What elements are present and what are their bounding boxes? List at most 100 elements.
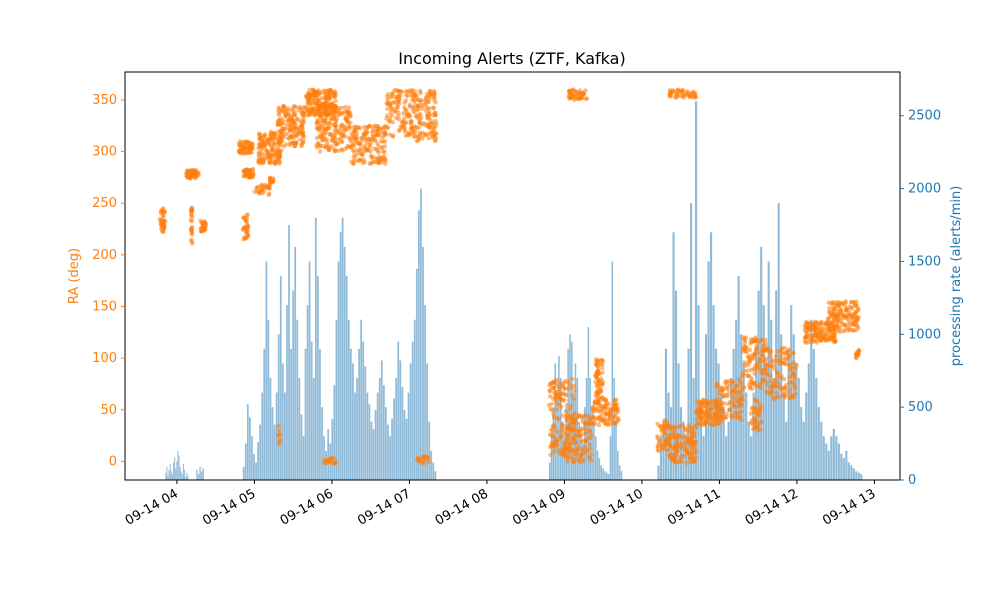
rate-bar	[795, 363, 798, 480]
rate-bar	[244, 443, 247, 480]
ra-point	[829, 301, 834, 306]
ra-point	[325, 457, 331, 463]
ra-point	[812, 329, 818, 335]
ra-point	[773, 384, 779, 389]
ra-point	[292, 104, 297, 109]
ra-point	[185, 172, 191, 177]
ra-point	[741, 371, 746, 377]
rate-bar	[292, 290, 295, 480]
ra-point	[160, 217, 165, 223]
ra-point	[595, 370, 601, 375]
ra-point	[324, 101, 330, 106]
ra-point	[609, 407, 614, 412]
rate-bar	[611, 261, 614, 480]
ra-point	[398, 124, 403, 130]
ra-point	[757, 402, 762, 407]
ra-point	[379, 130, 385, 136]
ra-point	[327, 92, 332, 98]
x-tick-label: 09-14 05	[200, 486, 258, 528]
rate-bar	[399, 360, 402, 480]
rate-bar	[183, 463, 184, 480]
rate-bar	[800, 407, 803, 480]
ra-point	[696, 420, 701, 426]
ra-point	[676, 440, 682, 446]
rate-bar	[288, 225, 290, 480]
rate-bar	[317, 276, 319, 480]
rate-bar	[735, 319, 738, 480]
rate-bar	[710, 232, 713, 480]
ra-point	[682, 427, 688, 432]
ra-point	[675, 448, 680, 454]
ra-point	[755, 412, 760, 417]
rate-bar	[385, 407, 387, 480]
ra-point	[188, 217, 194, 223]
rate-bar	[750, 436, 753, 480]
rate-bar	[604, 471, 606, 480]
rate-bar	[571, 341, 573, 480]
y-right-tick-label: 1500	[908, 254, 941, 269]
rate-bar	[387, 424, 389, 480]
y-right-tick-label: 0	[908, 473, 916, 488]
ra-point	[273, 135, 278, 141]
rate-bar	[186, 472, 188, 480]
ra-point	[339, 139, 344, 144]
ra-point	[256, 160, 261, 165]
rate-bar	[343, 246, 346, 480]
ra-point	[189, 208, 194, 213]
rate-bar	[609, 436, 612, 480]
ra-point	[781, 377, 787, 382]
ra-point	[564, 432, 569, 438]
ra-point	[692, 439, 697, 445]
ra-point	[426, 136, 431, 141]
ra-point	[346, 105, 352, 110]
rate-bar	[857, 472, 860, 480]
rate-bar	[296, 319, 299, 480]
ra-point	[566, 443, 571, 448]
ra-point	[400, 119, 406, 124]
ra-point	[573, 441, 579, 446]
x-tick-label: 09-14 07	[355, 486, 413, 528]
ra-point	[686, 423, 692, 428]
ra-point	[776, 394, 782, 399]
ra-point	[353, 124, 358, 129]
ra-point	[668, 426, 673, 431]
rate-bar	[180, 471, 182, 480]
ra-point	[774, 380, 779, 386]
ra-point	[600, 365, 605, 371]
rate-bar	[787, 348, 790, 480]
ra-point	[260, 155, 265, 161]
ra-point	[283, 106, 288, 111]
ra-point	[328, 96, 333, 101]
rate-bar	[767, 261, 770, 480]
rate-bar	[812, 348, 815, 480]
ra-point	[725, 385, 730, 391]
rate-bar	[765, 363, 768, 480]
rate-bar	[286, 305, 288, 480]
ra-point	[308, 107, 314, 112]
ra-point	[548, 452, 553, 458]
ra-point	[777, 361, 783, 366]
ra-point	[827, 336, 833, 341]
ra-point	[161, 222, 166, 228]
ra-point	[574, 456, 579, 461]
ra-point	[423, 100, 428, 105]
ra-point	[754, 364, 760, 370]
ra-point	[696, 403, 702, 408]
ra-point	[247, 149, 253, 154]
ra-point	[420, 136, 425, 141]
rate-bar	[397, 341, 400, 480]
ra-point	[748, 411, 754, 416]
ra-point	[548, 381, 553, 386]
ra-point	[741, 346, 747, 351]
ra-point	[564, 440, 570, 445]
rate-bar	[248, 417, 251, 480]
rate-bar	[391, 418, 393, 480]
rate-bar	[366, 392, 369, 480]
ra-point	[580, 446, 585, 452]
rate-bar	[860, 474, 863, 480]
ra-point	[714, 382, 720, 387]
rate-bar	[242, 466, 245, 480]
ra-point	[741, 385, 747, 390]
ra-point	[189, 228, 194, 233]
ra-point	[188, 237, 194, 243]
